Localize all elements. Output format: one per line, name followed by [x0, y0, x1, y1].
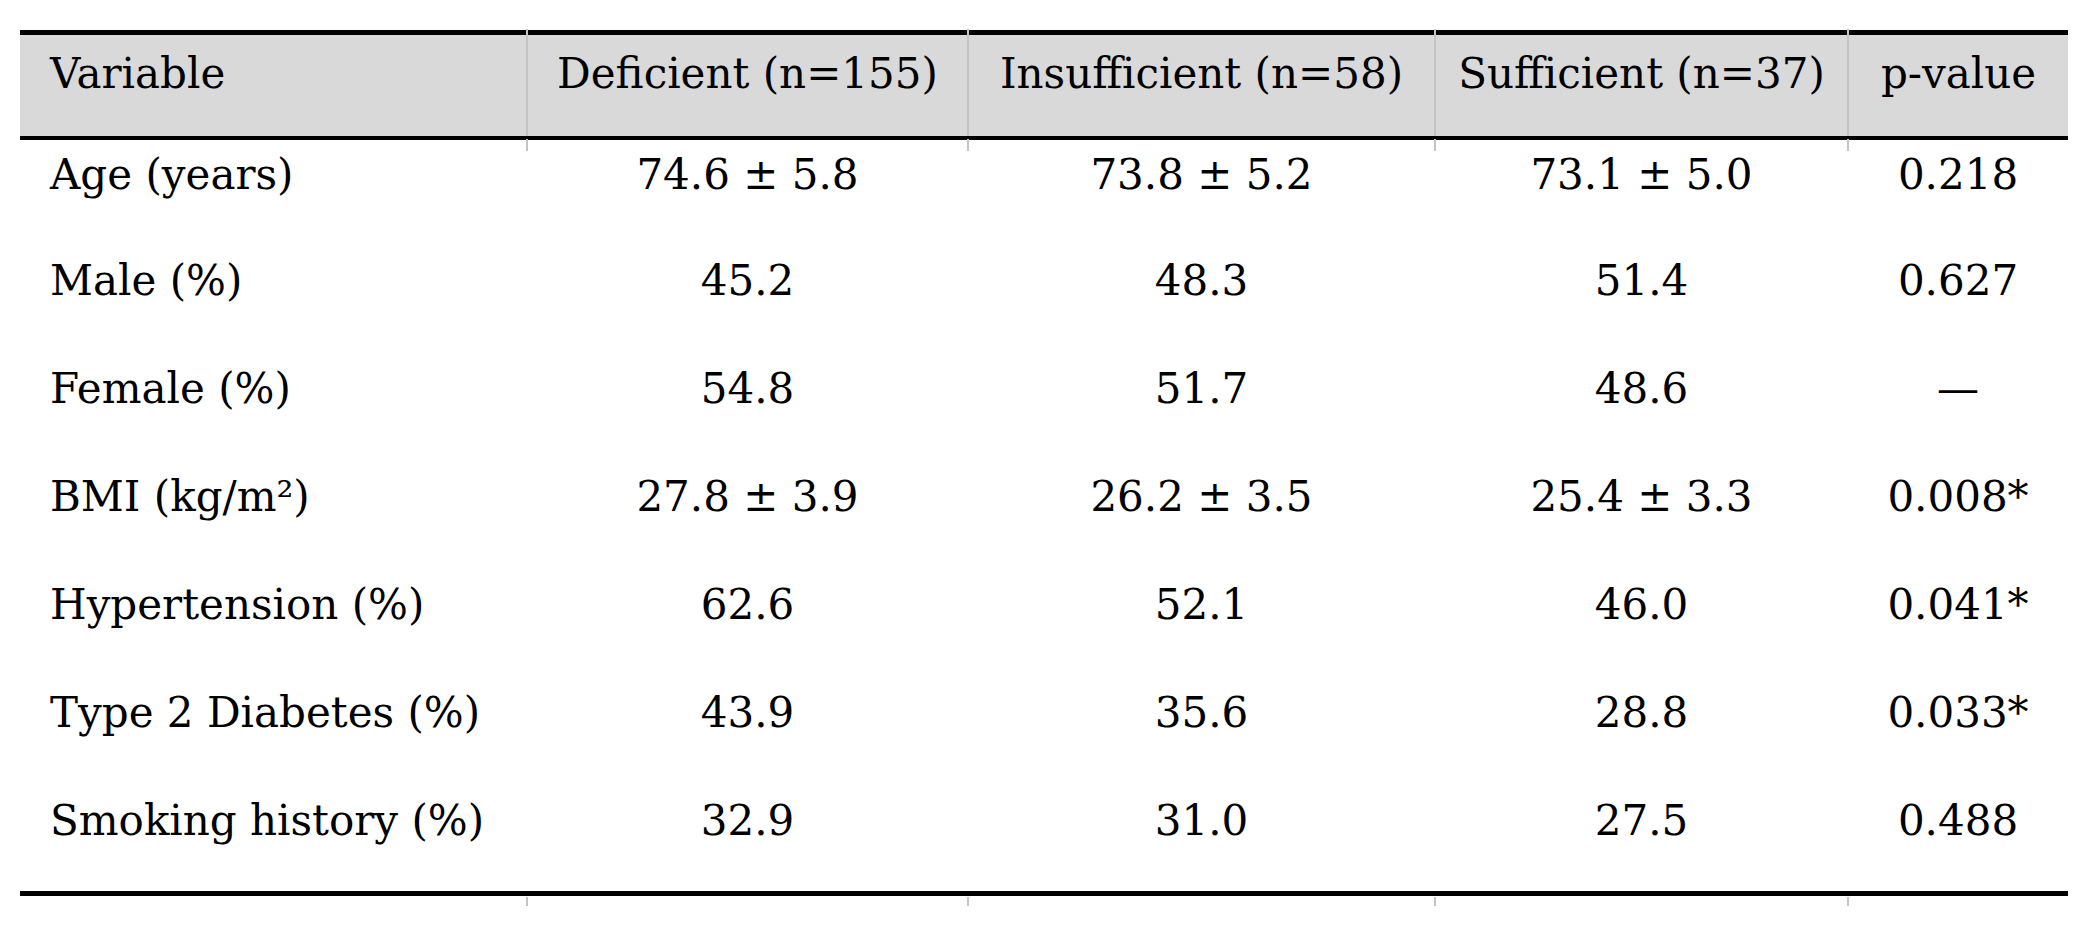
p-value-cell: 0.041* — [1848, 570, 2068, 678]
row-label: Hypertension (%) — [20, 570, 527, 678]
data-cell: 51.7 — [968, 354, 1435, 462]
table-row-hypertension: Hypertension (%) 62.6 52.1 46.0 0.041* — [20, 570, 2068, 678]
column-separator-tick — [967, 897, 969, 906]
data-cell: 73.1 ± 5.0 — [1435, 138, 1848, 246]
p-value-cell: 0.008* — [1848, 462, 2068, 570]
column-separator-tick — [1847, 139, 1849, 151]
data-cell: 45.2 — [527, 246, 968, 354]
table-row-smoking-history: Smoking history (%) 32.9 31.0 27.5 0.488 — [20, 786, 2068, 894]
column-separator-tick — [526, 897, 528, 906]
column-header-deficient: Deficient (n=155) — [527, 33, 968, 138]
row-label: Smoking history (%) — [20, 786, 527, 894]
p-value-cell: 0.033* — [1848, 678, 2068, 786]
p-value-cell: 0.627 — [1848, 246, 2068, 354]
data-cell: 74.6 ± 5.8 — [527, 138, 968, 246]
data-cell: 62.6 — [527, 570, 968, 678]
column-header-insufficient: Insufficient (n=58) — [968, 33, 1435, 138]
data-cell: 32.9 — [527, 786, 968, 894]
data-cell: 31.0 — [968, 786, 1435, 894]
table-body: Age (years) 74.6 ± 5.8 73.8 ± 5.2 73.1 ±… — [20, 138, 2068, 894]
column-separator-tick — [1434, 897, 1436, 906]
data-cell: 43.9 — [527, 678, 968, 786]
data-cell: 54.8 — [527, 354, 968, 462]
row-label: Female (%) — [20, 354, 527, 462]
row-label: Type 2 Diabetes (%) — [20, 678, 527, 786]
data-cell: 35.6 — [968, 678, 1435, 786]
table-row-age: Age (years) 74.6 ± 5.8 73.8 ± 5.2 73.1 ±… — [20, 138, 2068, 246]
p-value-cell: 0.488 — [1848, 786, 2068, 894]
data-cell: 27.8 ± 3.9 — [527, 462, 968, 570]
row-label: Male (%) — [20, 246, 527, 354]
p-value-cell: — — [1848, 354, 2068, 462]
data-cell: 52.1 — [968, 570, 1435, 678]
data-cell: 26.2 ± 3.5 — [968, 462, 1435, 570]
p-value-cell: 0.218 — [1848, 138, 2068, 246]
data-cell: 46.0 — [1435, 570, 1848, 678]
baseline-characteristics-table: Variable Deficient (n=155) Insufficient … — [20, 30, 2068, 896]
column-separator-tick — [967, 29, 969, 37]
table-header: Variable Deficient (n=155) Insufficient … — [20, 33, 2068, 138]
row-label: Age (years) — [20, 138, 527, 246]
data-cell: 27.5 — [1435, 786, 1848, 894]
data-cell: 28.8 — [1435, 678, 1848, 786]
column-header-pvalue: p-value — [1848, 33, 2068, 138]
table-row-male: Male (%) 45.2 48.3 51.4 0.627 — [20, 246, 2068, 354]
column-separator-tick — [1434, 29, 1436, 37]
data-cell: 25.4 ± 3.3 — [1435, 462, 1848, 570]
data-cell: 73.8 ± 5.2 — [968, 138, 1435, 246]
column-separator-tick — [526, 29, 528, 37]
column-header-variable: Variable — [20, 33, 527, 138]
column-header-sufficient: Sufficient (n=37) — [1435, 33, 1848, 138]
column-separator-tick — [526, 139, 528, 151]
table-row-female: Female (%) 54.8 51.7 48.6 — — [20, 354, 2068, 462]
column-separator-tick — [1847, 29, 1849, 37]
header-row: Variable Deficient (n=155) Insufficient … — [20, 33, 2068, 138]
row-label: BMI (kg/m²) — [20, 462, 527, 570]
data-cell: 51.4 — [1435, 246, 1848, 354]
table-row-type2-diabetes: Type 2 Diabetes (%) 43.9 35.6 28.8 0.033… — [20, 678, 2068, 786]
column-separator-tick — [1847, 897, 1849, 906]
data-cell: 48.6 — [1435, 354, 1848, 462]
column-separator-tick — [967, 139, 969, 151]
data-cell: 48.3 — [968, 246, 1435, 354]
data-table: Variable Deficient (n=155) Insufficient … — [20, 30, 2068, 896]
table-row-bmi: BMI (kg/m²) 27.8 ± 3.9 26.2 ± 3.5 25.4 ±… — [20, 462, 2068, 570]
column-separator-tick — [1434, 139, 1436, 151]
